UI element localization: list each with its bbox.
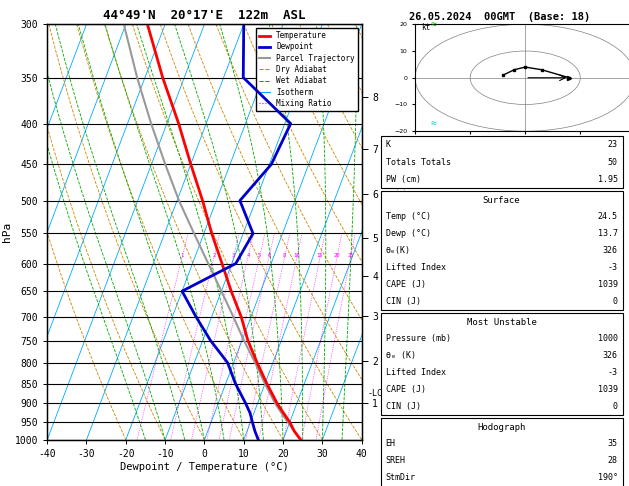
Text: -3: -3: [608, 263, 618, 272]
Text: 190°: 190°: [598, 473, 618, 482]
Text: Lifted Index: Lifted Index: [386, 368, 445, 377]
Text: ≈: ≈: [431, 19, 437, 29]
Text: 8: 8: [283, 253, 286, 258]
Text: 6: 6: [267, 253, 270, 258]
Text: CAPE (J): CAPE (J): [386, 384, 426, 394]
Text: θₑ(K): θₑ(K): [386, 246, 411, 255]
Text: PW (cm): PW (cm): [386, 175, 421, 184]
Text: 1.95: 1.95: [598, 175, 618, 184]
Title: 44°49'N  20°17'E  122m  ASL: 44°49'N 20°17'E 122m ASL: [103, 9, 306, 22]
Text: 25: 25: [347, 253, 353, 258]
Text: 26.05.2024  00GMT  (Base: 18): 26.05.2024 00GMT (Base: 18): [409, 12, 591, 22]
Text: 10: 10: [294, 253, 300, 258]
Text: 13.7: 13.7: [598, 229, 618, 238]
Text: SREH: SREH: [386, 456, 406, 465]
Text: -LCL: -LCL: [368, 389, 388, 398]
Text: ≈: ≈: [431, 312, 437, 322]
Text: θₑ (K): θₑ (K): [386, 351, 416, 360]
Y-axis label: km
ASL: km ASL: [383, 232, 401, 254]
Text: 35: 35: [608, 439, 618, 448]
X-axis label: Dewpoint / Temperature (°C): Dewpoint / Temperature (°C): [120, 462, 289, 471]
Text: © weatheronline.co.uk: © weatheronline.co.uk: [401, 471, 505, 480]
Text: ≈: ≈: [431, 435, 437, 445]
Text: 2: 2: [212, 253, 215, 258]
Text: 0: 0: [613, 401, 618, 411]
Text: 1: 1: [181, 253, 184, 258]
Legend: Temperature, Dewpoint, Parcel Trajectory, Dry Adiabat, Wet Adiabat, Isotherm, Mi: Temperature, Dewpoint, Parcel Trajectory…: [255, 28, 358, 111]
Text: 24.5: 24.5: [598, 212, 618, 221]
Text: ≈: ≈: [431, 408, 437, 418]
Text: 15: 15: [317, 253, 323, 258]
Text: 20: 20: [334, 253, 340, 258]
Text: 50: 50: [608, 157, 618, 167]
Text: Totals Totals: Totals Totals: [386, 157, 450, 167]
Text: 326: 326: [603, 351, 618, 360]
Text: 23: 23: [608, 140, 618, 149]
Text: -3: -3: [608, 368, 618, 377]
Text: 1039: 1039: [598, 280, 618, 289]
Text: ≈: ≈: [431, 195, 437, 206]
Text: Hodograph: Hodograph: [477, 423, 526, 432]
Text: 3: 3: [231, 253, 235, 258]
Text: Pressure (mb): Pressure (mb): [386, 334, 450, 343]
Text: 28: 28: [608, 456, 618, 465]
Text: Most Unstable: Most Unstable: [467, 318, 537, 327]
Text: 1039: 1039: [598, 384, 618, 394]
Text: kt: kt: [421, 23, 430, 32]
Text: CAPE (J): CAPE (J): [386, 280, 426, 289]
Text: 4: 4: [246, 253, 250, 258]
Text: CIN (J): CIN (J): [386, 296, 421, 306]
Text: 326: 326: [603, 246, 618, 255]
Text: Dewp (°C): Dewp (°C): [386, 229, 431, 238]
Text: 5: 5: [258, 253, 261, 258]
Text: Lifted Index: Lifted Index: [386, 263, 445, 272]
Text: Surface: Surface: [483, 196, 520, 205]
Y-axis label: hPa: hPa: [2, 222, 12, 242]
Text: Mixing Ratio (g/kg): Mixing Ratio (g/kg): [398, 185, 407, 279]
Text: StmDir: StmDir: [386, 473, 416, 482]
Text: ≈: ≈: [431, 119, 437, 129]
Text: 1000: 1000: [598, 334, 618, 343]
Text: Temp (°C): Temp (°C): [386, 212, 431, 221]
Text: 0: 0: [613, 296, 618, 306]
Text: CIN (J): CIN (J): [386, 401, 421, 411]
Text: ≈: ≈: [431, 379, 437, 389]
Text: K: K: [386, 140, 391, 149]
Text: EH: EH: [386, 439, 396, 448]
